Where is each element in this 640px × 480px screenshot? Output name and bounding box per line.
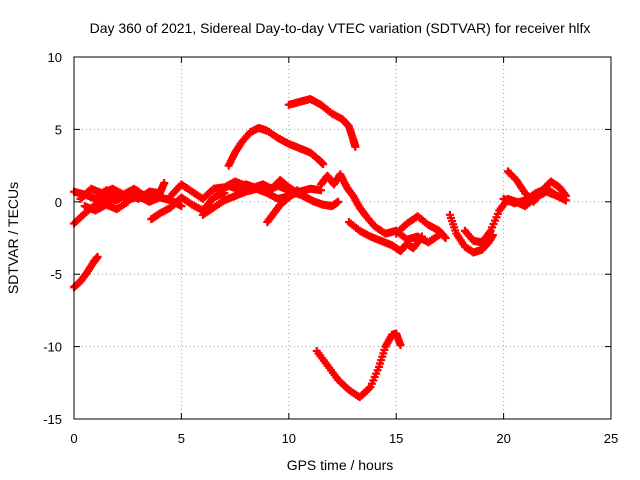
series-arc-20 bbox=[312, 329, 405, 402]
series-arc-1 bbox=[70, 252, 102, 292]
data-point bbox=[293, 186, 302, 195]
y-tick-label: -10 bbox=[43, 340, 62, 355]
x-tick-label: 15 bbox=[389, 431, 403, 446]
data-point bbox=[93, 252, 102, 261]
series-arc-12 bbox=[284, 94, 360, 151]
chart-title: Day 360 of 2021, Sidereal Day-to-day VTE… bbox=[90, 20, 591, 36]
x-tick-label: 20 bbox=[496, 431, 510, 446]
grid bbox=[74, 57, 611, 419]
y-axis-label: SDTVAR / TECUs bbox=[5, 182, 21, 294]
data-point bbox=[291, 187, 300, 196]
y-tick-label: -5 bbox=[50, 267, 62, 282]
data-point bbox=[561, 192, 570, 201]
x-tick-label: 5 bbox=[178, 431, 185, 446]
axis-ticks: 0 5 10 15 20 25 -15 -10 -5 0 5 10 bbox=[43, 50, 618, 446]
data-point bbox=[417, 232, 426, 241]
x-axis-label: GPS time / hours bbox=[287, 457, 394, 473]
data-point bbox=[396, 341, 405, 350]
series-arc-13 bbox=[317, 170, 444, 247]
data-point bbox=[319, 160, 328, 169]
x-tick-label: 25 bbox=[604, 431, 618, 446]
data-point bbox=[123, 197, 132, 206]
x-tick-label: 0 bbox=[70, 431, 77, 446]
series-arc-11 bbox=[224, 123, 328, 170]
series-arc-10 bbox=[263, 186, 302, 227]
series-arc-15 bbox=[392, 212, 450, 242]
x-tick-label: 10 bbox=[282, 431, 296, 446]
data-point bbox=[553, 192, 562, 201]
data-point bbox=[177, 202, 186, 211]
series-arc-19 bbox=[499, 184, 562, 208]
y-tick-label: 10 bbox=[48, 50, 62, 65]
data-point bbox=[351, 142, 360, 151]
plot-frame bbox=[73, 56, 612, 420]
data-point bbox=[441, 234, 450, 242]
series-arc-4 bbox=[76, 184, 160, 203]
series-arc-14 bbox=[344, 218, 426, 256]
data-points bbox=[70, 94, 570, 402]
data-point bbox=[160, 178, 169, 187]
y-tick-label: 5 bbox=[55, 122, 62, 137]
data-point bbox=[334, 197, 343, 206]
y-tick-label: 0 bbox=[55, 195, 62, 210]
series-arc-5 bbox=[80, 197, 132, 215]
data-point bbox=[151, 189, 160, 198]
y-tick-label: -15 bbox=[43, 412, 62, 427]
